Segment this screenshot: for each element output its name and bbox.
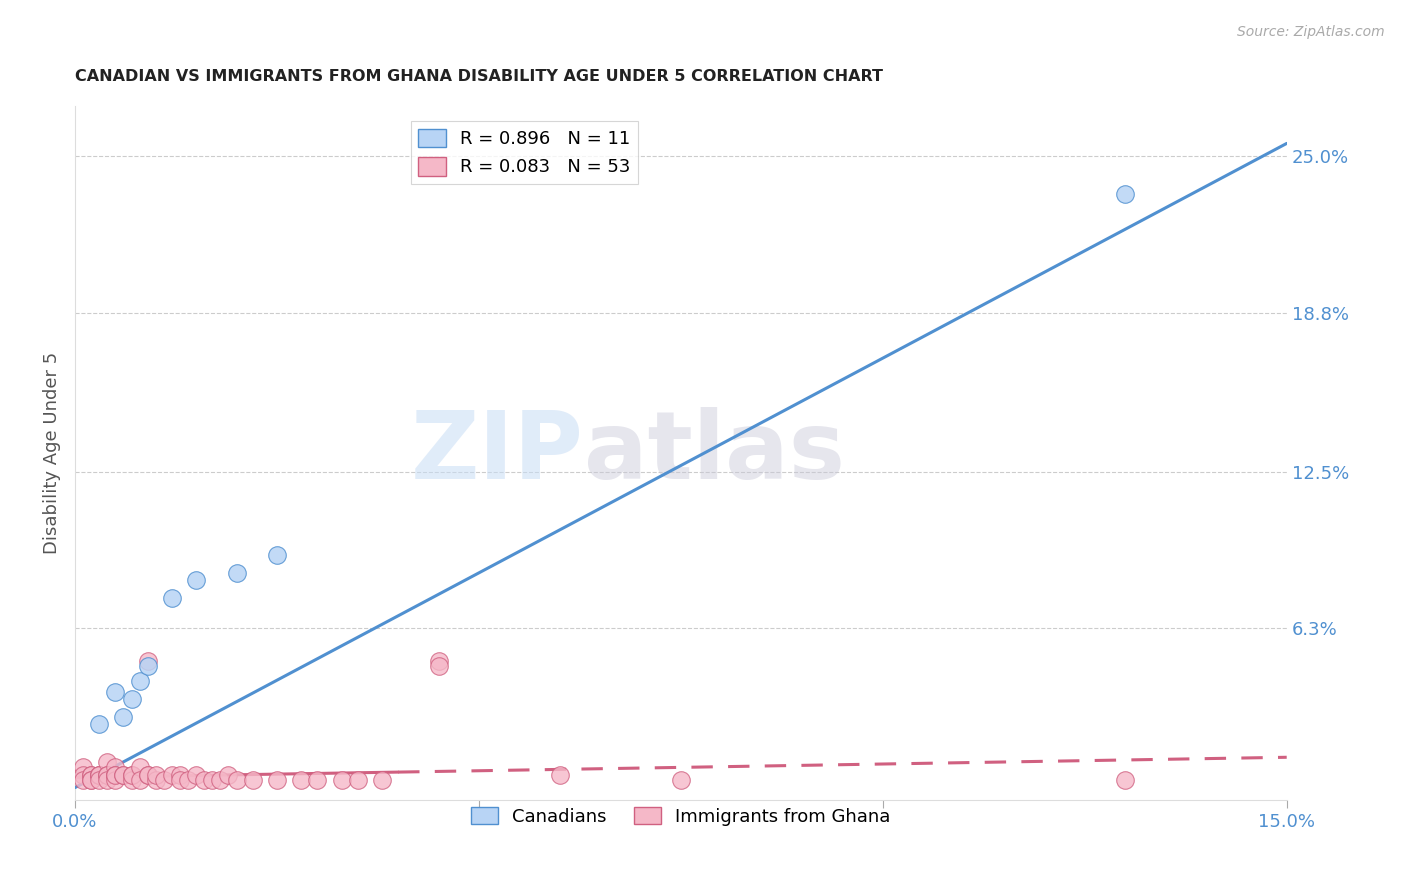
Point <box>1114 772 1136 787</box>
Point <box>169 768 191 782</box>
Point <box>136 654 159 668</box>
Point <box>112 768 135 782</box>
Text: Source: ZipAtlas.com: Source: ZipAtlas.com <box>1237 25 1385 39</box>
Point <box>89 768 111 782</box>
Point <box>218 768 240 782</box>
Point <box>112 710 135 724</box>
Point <box>80 768 103 782</box>
Point <box>89 768 111 782</box>
Point <box>153 772 176 787</box>
Point <box>72 760 94 774</box>
Point <box>80 772 103 787</box>
Point <box>160 591 183 606</box>
Point <box>145 772 167 787</box>
Point <box>128 772 150 787</box>
Point <box>136 659 159 673</box>
Point <box>136 768 159 782</box>
Point <box>1114 186 1136 201</box>
Point <box>169 772 191 787</box>
Point <box>72 772 94 787</box>
Text: CANADIAN VS IMMIGRANTS FROM GHANA DISABILITY AGE UNDER 5 CORRELATION CHART: CANADIAN VS IMMIGRANTS FROM GHANA DISABI… <box>75 69 883 84</box>
Legend: Canadians, Immigrants from Ghana: Canadians, Immigrants from Ghana <box>464 800 898 833</box>
Point <box>186 768 208 782</box>
Point <box>177 772 200 787</box>
Point <box>346 772 368 787</box>
Point <box>104 768 127 782</box>
Y-axis label: Disability Age Under 5: Disability Age Under 5 <box>44 351 60 554</box>
Point <box>72 768 94 782</box>
Point <box>96 772 118 787</box>
Point <box>193 772 215 787</box>
Text: ZIP: ZIP <box>411 407 583 499</box>
Point <box>121 692 143 706</box>
Point <box>266 772 288 787</box>
Point <box>104 772 127 787</box>
Point <box>225 566 247 580</box>
Point <box>80 772 103 787</box>
Point <box>89 772 111 787</box>
Point <box>96 756 118 770</box>
Point <box>209 772 232 787</box>
Point <box>225 772 247 787</box>
Point <box>266 548 288 562</box>
Point <box>104 768 127 782</box>
Point <box>104 684 127 698</box>
Point <box>160 768 183 782</box>
Point <box>112 768 135 782</box>
Point <box>427 659 450 673</box>
Point <box>290 772 312 787</box>
Point <box>128 760 150 774</box>
Point <box>96 768 118 782</box>
Point <box>548 768 571 782</box>
Point <box>371 772 394 787</box>
Point <box>96 768 118 782</box>
Point <box>186 574 208 588</box>
Point <box>128 674 150 689</box>
Point <box>89 768 111 782</box>
Point <box>121 772 143 787</box>
Point <box>145 768 167 782</box>
Point <box>201 772 224 787</box>
Point <box>121 768 143 782</box>
Text: atlas: atlas <box>583 407 845 499</box>
Point <box>136 768 159 782</box>
Point <box>89 717 111 731</box>
Point <box>104 768 127 782</box>
Point <box>80 768 103 782</box>
Point <box>121 768 143 782</box>
Point <box>242 772 264 787</box>
Point <box>307 772 329 787</box>
Point <box>669 772 692 787</box>
Point <box>427 654 450 668</box>
Point <box>104 760 127 774</box>
Point <box>330 772 353 787</box>
